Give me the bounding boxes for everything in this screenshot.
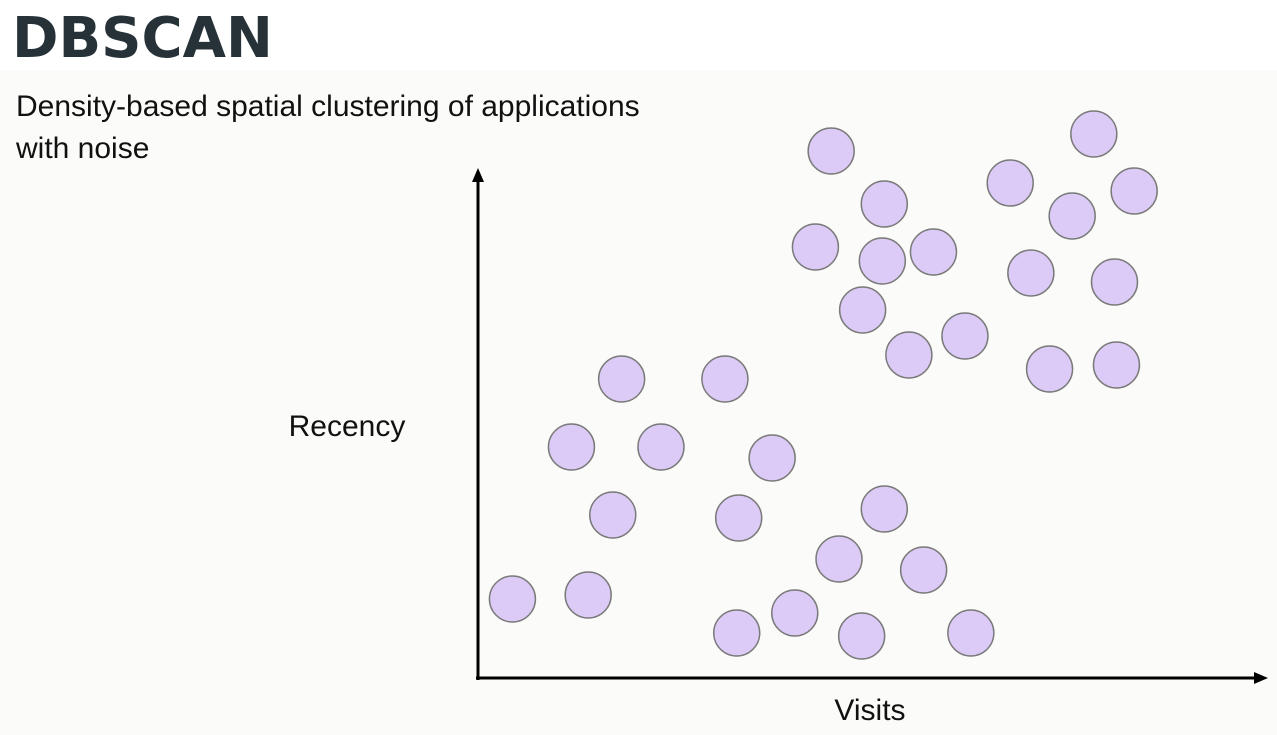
subtitle: Density-based spatial clustering of appl… <box>15 90 640 165</box>
subtitle-line: with noise <box>15 132 149 165</box>
point <box>1048 192 1096 240</box>
point <box>701 355 749 403</box>
axes <box>472 168 1268 684</box>
x-axis-label: Visits <box>834 694 905 727</box>
point <box>771 589 819 637</box>
point <box>941 312 989 360</box>
point <box>637 423 685 471</box>
point <box>547 423 596 471</box>
y-arrow <box>472 168 484 182</box>
y-axis-label: Recency <box>289 410 406 443</box>
point <box>1007 249 1055 297</box>
point <box>858 237 907 285</box>
point <box>564 571 612 619</box>
point <box>860 485 909 533</box>
point <box>947 609 995 657</box>
subtitle-line: Density-based spatial clustering of appl… <box>16 90 640 123</box>
point <box>986 159 1034 207</box>
point <box>1070 110 1118 158</box>
point <box>899 546 948 594</box>
point <box>1025 345 1074 393</box>
point <box>909 228 958 276</box>
title: DBSCAN <box>12 6 273 71</box>
point <box>837 612 886 660</box>
point <box>1110 167 1158 215</box>
point <box>597 355 646 403</box>
point <box>838 286 887 334</box>
slide-background <box>0 70 1277 735</box>
point <box>807 127 855 175</box>
point <box>860 180 909 228</box>
point <box>712 609 761 657</box>
point <box>589 491 637 539</box>
x-arrow <box>1254 672 1268 684</box>
point <box>791 223 840 271</box>
point <box>815 535 863 583</box>
point <box>1090 258 1139 306</box>
point <box>748 434 796 482</box>
point <box>488 575 537 623</box>
point <box>885 331 933 379</box>
point <box>1092 341 1141 389</box>
point <box>714 494 763 542</box>
